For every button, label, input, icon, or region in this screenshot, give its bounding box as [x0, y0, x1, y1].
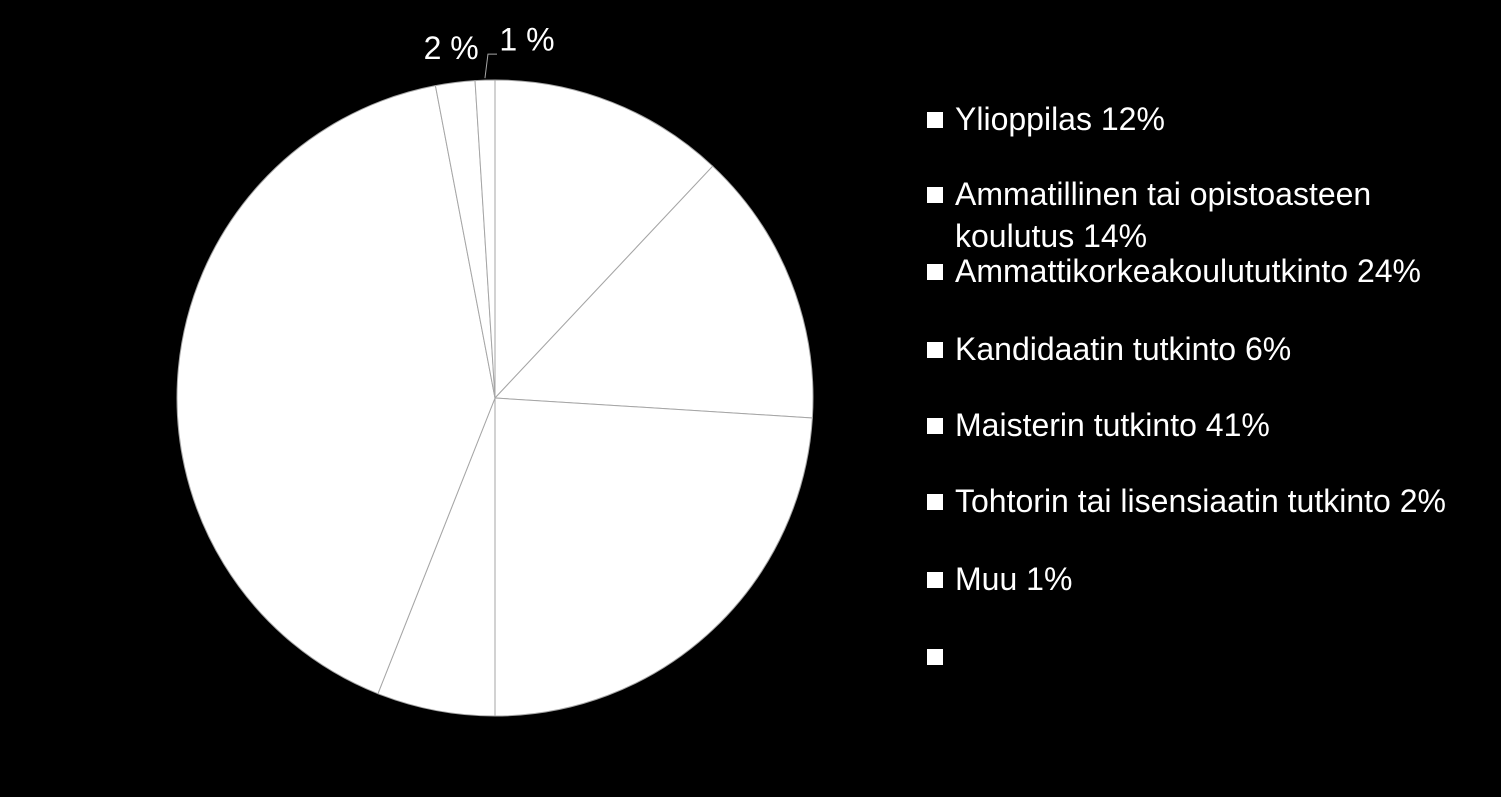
pie-slice: [493, 165, 814, 419]
pie-slice: [377, 397, 496, 717]
legend-label: Tohtorin tai lisensiaatin tutkinto 2%: [955, 483, 1446, 519]
pie-slice: [474, 79, 496, 399]
legend-label: Ylioppilas 12%: [955, 101, 1165, 137]
legend-label: Ammatillinen tai opistoasteen koulutus 1…: [955, 176, 1372, 254]
data-label: 1 %: [499, 22, 554, 58]
legend-label: Kandidaatin tutkinto 6%: [955, 331, 1292, 367]
legend-swatch: [927, 494, 943, 510]
legend-swatch: [927, 649, 943, 665]
pie-slice: [494, 397, 813, 717]
leader-line: [484, 53, 498, 79]
data-label: 2 %: [424, 30, 479, 66]
legend-swatch: [927, 418, 943, 434]
legend-swatch: [927, 342, 943, 358]
legend-label: Maisterin tutkinto 41%: [955, 407, 1270, 443]
legend-swatch: [927, 187, 943, 203]
pie-slice: [176, 85, 496, 695]
legend-swatch: [927, 112, 943, 128]
pie-slice: [494, 79, 714, 400]
legend-label: Muu 1%: [955, 561, 1073, 597]
legend-label: Ammattikorkeakoulututkinto 24%: [955, 253, 1421, 289]
legend-swatch: [927, 264, 943, 280]
legend-swatch: [927, 572, 943, 588]
